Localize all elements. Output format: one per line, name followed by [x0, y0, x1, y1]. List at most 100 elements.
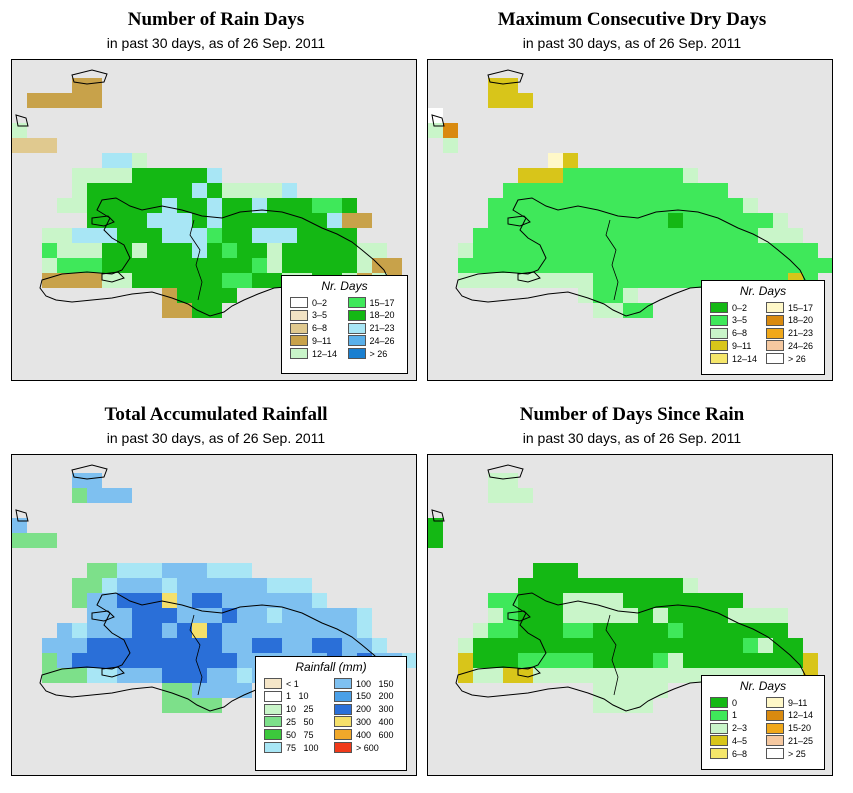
grid-cell	[638, 243, 653, 258]
grid-cell	[87, 668, 102, 683]
grid-cell	[282, 213, 297, 228]
grid-cell	[533, 228, 548, 243]
legend-item: 18–20	[347, 309, 395, 321]
grid-cell	[117, 198, 132, 213]
grid-cell	[533, 213, 548, 228]
country-border	[605, 219, 619, 301]
legend-item: 12–14	[290, 348, 337, 360]
grid-cell	[653, 243, 668, 258]
grid-cell	[87, 93, 102, 108]
grid-cell	[57, 198, 72, 213]
legend-swatch	[710, 722, 728, 734]
grid-cell	[42, 653, 57, 668]
grid-cell	[743, 608, 758, 623]
grid-cell	[623, 243, 638, 258]
grid-cell	[282, 198, 297, 213]
grid-cell	[503, 183, 518, 198]
grid-cell	[162, 608, 177, 623]
legend-item: 18–20	[766, 314, 814, 326]
grid-cell	[728, 608, 743, 623]
legend-swatch	[766, 327, 784, 339]
grid-cell	[608, 608, 623, 623]
grid-cell	[653, 653, 668, 668]
grid-cell	[192, 623, 207, 638]
grid-cell	[177, 213, 192, 228]
grid-cell	[357, 258, 372, 273]
grid-cell	[177, 168, 192, 183]
coastline	[71, 69, 108, 85]
grid-cell	[773, 623, 788, 638]
grid-cell	[87, 578, 102, 593]
grid-cell	[222, 668, 237, 683]
grid-cell	[282, 228, 297, 243]
legend-label: 50 75	[286, 729, 314, 740]
grid-cell	[192, 608, 207, 623]
grid-cell	[563, 273, 578, 288]
grid-cell	[357, 608, 372, 623]
grid-cell	[728, 228, 743, 243]
grid-cell	[147, 213, 162, 228]
grid-cell	[87, 488, 102, 503]
grid-cell	[222, 593, 237, 608]
grid-cell	[162, 593, 177, 608]
grid-cell	[102, 593, 117, 608]
grid-cell	[267, 258, 282, 273]
legend: Rainfall (mm) < 1 1 10 10 25 25 50 50 75 75 1…	[255, 656, 407, 771]
grid-cell	[683, 578, 698, 593]
legend-item: 400 600	[334, 729, 394, 741]
grid-cell	[563, 668, 578, 683]
grid-cell	[653, 183, 668, 198]
grid-cell	[488, 93, 503, 108]
legend-label: 3–5	[312, 310, 328, 321]
grid-cell	[728, 623, 743, 638]
grid-cell	[518, 653, 533, 668]
grid-cell	[72, 273, 87, 288]
grid-cell	[503, 198, 518, 213]
grid-cell	[623, 698, 638, 713]
grid-cell	[132, 578, 147, 593]
grid-cell	[743, 213, 758, 228]
grid-cell	[728, 258, 743, 273]
grid-cell	[312, 593, 327, 608]
grid-cell	[162, 668, 177, 683]
grid-cell	[117, 168, 132, 183]
grid-cell	[623, 183, 638, 198]
grid-cell	[177, 698, 192, 713]
grid-cell	[252, 183, 267, 198]
grid-cell	[87, 473, 102, 488]
legend-item: 9–11	[710, 340, 751, 352]
legend-swatch	[710, 327, 728, 339]
grid-cell	[237, 183, 252, 198]
grid-cell	[578, 653, 593, 668]
grid-cell	[623, 593, 638, 608]
grid-cell	[192, 683, 207, 698]
grid-cell	[608, 198, 623, 213]
grid-cell	[72, 623, 87, 638]
legend-label: 18–20	[788, 315, 814, 326]
legend-item: 0–2	[290, 297, 327, 308]
grid-cell	[728, 653, 743, 668]
grid-cell	[192, 198, 207, 213]
grid-cell	[608, 258, 623, 273]
legend-swatch	[766, 697, 784, 708]
legend-swatch	[766, 709, 784, 721]
grid-cell	[342, 608, 357, 623]
grid-cell	[42, 273, 57, 288]
panel-subtitle: in past 30 days, as of 26 Sep. 2011	[106, 430, 326, 446]
grid-cell	[147, 623, 162, 638]
coastline	[487, 464, 524, 480]
grid-cell	[192, 578, 207, 593]
grid-cell	[563, 198, 578, 213]
grid-cell	[27, 533, 42, 548]
grid-cell	[773, 243, 788, 258]
grid-cell	[162, 623, 177, 638]
grid-cell	[623, 303, 638, 318]
legend-label: 6–8	[732, 328, 748, 339]
grid-cell	[87, 273, 102, 288]
grid-cell	[533, 198, 548, 213]
grid-cell	[222, 578, 237, 593]
grid-cell	[593, 653, 608, 668]
grid-cell	[312, 228, 327, 243]
grid-cell	[638, 653, 653, 668]
grid-cell	[177, 228, 192, 243]
